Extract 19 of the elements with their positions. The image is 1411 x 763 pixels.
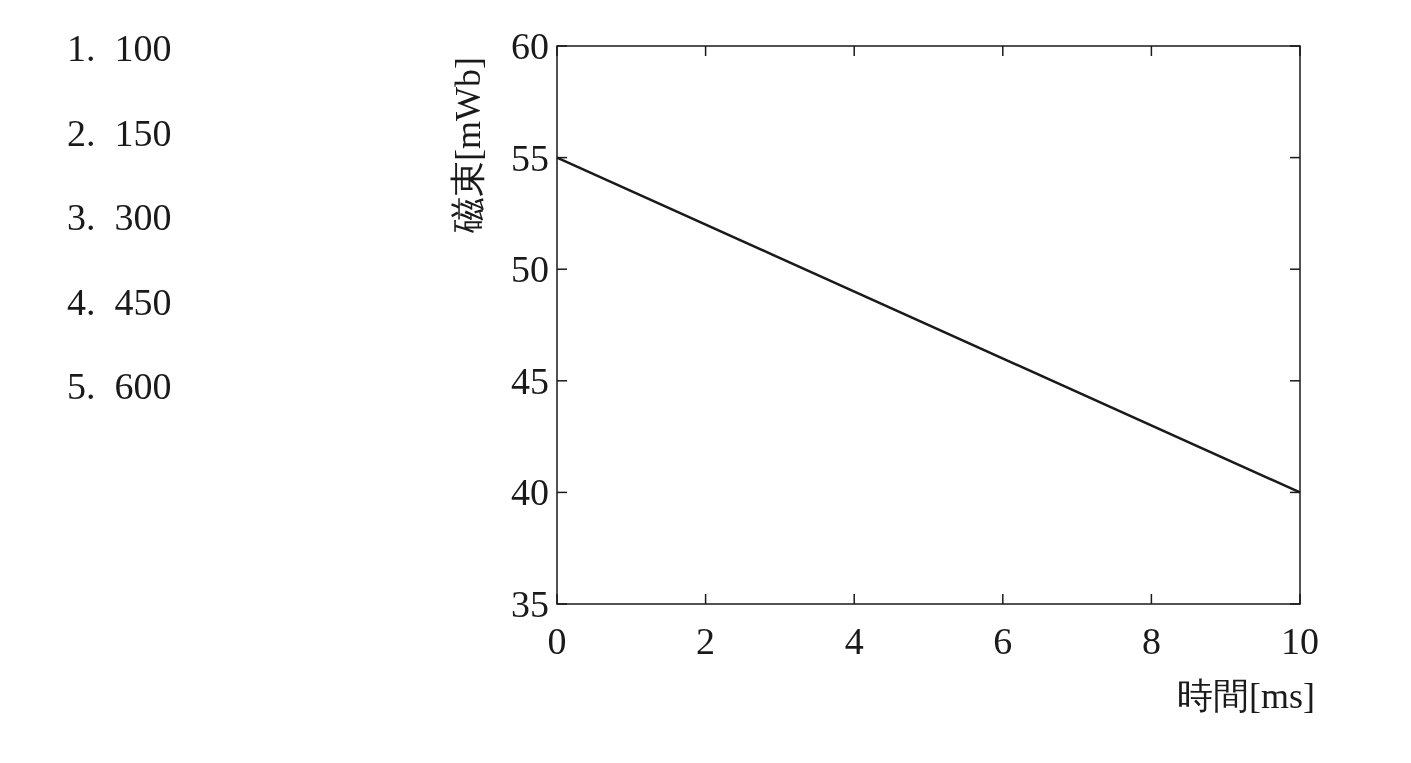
x-tick-label: 4 bbox=[844, 620, 864, 662]
x-axis-title: 時間[ms] bbox=[1177, 676, 1315, 716]
y-tick-label: 60 bbox=[511, 25, 549, 67]
text: 4. 450 bbox=[67, 280, 172, 323]
x-tick-label: 2 bbox=[696, 620, 716, 662]
y-tick-label: 55 bbox=[511, 136, 549, 179]
x-tick-label: 10 bbox=[1281, 620, 1319, 662]
text: 2. 150 bbox=[67, 111, 172, 154]
y-tick-label: 40 bbox=[511, 471, 549, 514]
text: 1. 100 bbox=[67, 27, 172, 69]
y-axis-title: 磁束[mWb] bbox=[448, 57, 488, 234]
text: 3. 300 bbox=[67, 196, 172, 238]
y-tick-label: 50 bbox=[511, 248, 549, 291]
x-tick-label: 6 bbox=[993, 620, 1013, 662]
x-tick-label: 0 bbox=[547, 620, 567, 662]
y-tick-label: 45 bbox=[511, 359, 549, 402]
text: 5. 600 bbox=[67, 365, 172, 407]
y-tick-label: 35 bbox=[511, 583, 549, 625]
x-tick-label: 8 bbox=[1141, 620, 1161, 662]
